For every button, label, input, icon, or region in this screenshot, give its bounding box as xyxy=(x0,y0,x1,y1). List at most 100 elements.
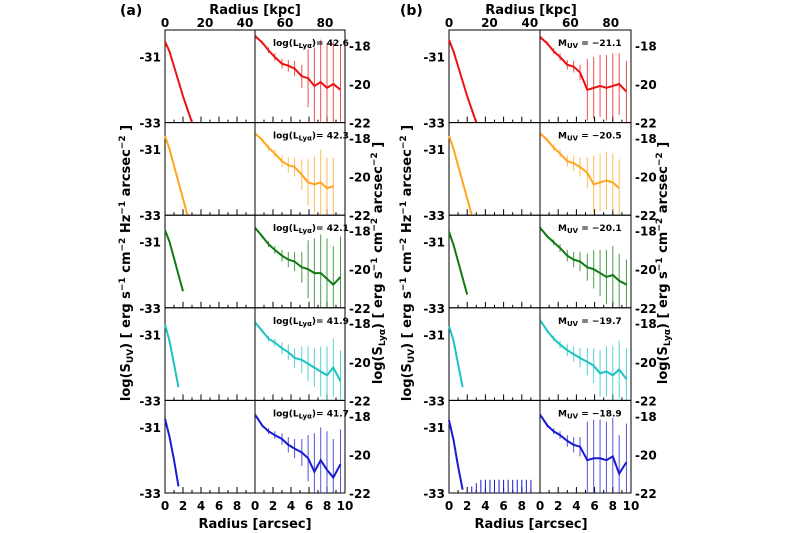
bottom-tick-label: 4 xyxy=(197,499,205,513)
right-axis-label-a: log(SLyα) [ erg s−1 cm−2 arcsec−2 ] xyxy=(370,142,388,384)
uv-y-tick-label: -31 xyxy=(139,143,161,157)
row-label: MUV = −18.9 xyxy=(558,409,622,420)
top-tick-label: 60 xyxy=(562,16,579,30)
lya-profile-line xyxy=(255,415,342,480)
row-label: MUV = −20.5 xyxy=(558,132,622,143)
bottom-tick-label: 6 xyxy=(215,499,223,513)
lya-profile-line xyxy=(540,36,628,93)
uv-y-tick-label: -33 xyxy=(139,117,161,131)
bottom-tick-label: 0 xyxy=(445,499,453,513)
uv-y-tick-label: -33 xyxy=(139,394,161,408)
bottom-tick-label: 8 xyxy=(518,499,526,513)
top-tick-label: 0 xyxy=(161,16,169,30)
lya-y-tick-label: -22 xyxy=(635,302,657,316)
uv-y-tick-label: -31 xyxy=(423,236,445,250)
top-tick-label: 0 xyxy=(445,16,453,30)
lya-y-tick-label: -18 xyxy=(349,132,371,146)
uv-y-tick-label: -31 xyxy=(139,236,161,250)
bottom-axis-label-a: Radius [arcsec] xyxy=(198,517,311,532)
top-tick-label: 20 xyxy=(197,16,214,30)
bottom-tick-label: 4 xyxy=(481,499,489,513)
lya-profile-line xyxy=(255,228,342,287)
bottom-tick-label: 10 xyxy=(623,499,640,513)
uv-y-tick-label: -33 xyxy=(423,209,445,223)
uv-profile-line xyxy=(448,135,473,216)
bottom-tick-label: 8 xyxy=(323,499,331,513)
right-axis-label-b: log(SLyα) [ erg s−1 cm−2 arcsec−2 ] xyxy=(655,142,673,384)
lya-y-tick-label: -18 xyxy=(349,225,371,239)
top-tick-label: 20 xyxy=(481,16,498,30)
uv-profile-line xyxy=(448,231,469,295)
uv-y-tick-label: -31 xyxy=(423,328,445,342)
bottom-axis-label-b: Radius [arcsec] xyxy=(474,517,587,532)
lya-y-tick-label: -20 xyxy=(349,171,371,185)
bottom-tick-label: 2 xyxy=(554,499,562,513)
uv-y-tick-label: -33 xyxy=(139,302,161,316)
row-label: log(LLyα)= 42.3 xyxy=(273,132,349,143)
lya-y-tick-label: -18 xyxy=(635,39,657,53)
bottom-tick-label: 6 xyxy=(499,499,507,513)
uv-profile-line xyxy=(164,229,184,292)
bottom-tick-label: 4 xyxy=(287,499,295,513)
uv-panel-frame xyxy=(448,214,541,309)
uv-y-tick-label: -31 xyxy=(139,50,161,64)
top-axis-label-a: Radius [kpc] xyxy=(209,3,301,18)
lya-profile-line xyxy=(540,133,620,189)
bottom-tick-label: 2 xyxy=(463,499,471,513)
lya-profile-line xyxy=(255,133,334,190)
uv-y-tick-label: -31 xyxy=(423,421,445,435)
bottom-tick-label: 4 xyxy=(572,499,580,513)
uv-profile-line xyxy=(448,39,478,123)
bottom-tick-label: 6 xyxy=(305,499,313,513)
top-tick-label: 80 xyxy=(317,16,334,30)
bottom-tick-label: 2 xyxy=(179,499,187,513)
uv-y-tick-label: -33 xyxy=(423,487,445,501)
uv-y-tick-label: -31 xyxy=(139,328,161,342)
uv-y-tick-label: -33 xyxy=(423,394,445,408)
lya-profile-line xyxy=(540,320,628,380)
lya-y-tick-label: -18 xyxy=(635,410,657,424)
bottom-tick-label: 0 xyxy=(251,499,259,513)
lya-profile-line xyxy=(540,415,628,476)
row-label: MUV = −21.1 xyxy=(558,39,622,50)
lya-y-tick-label: -18 xyxy=(635,132,657,146)
uv-panel-frame xyxy=(448,122,541,216)
lya-profile-line xyxy=(255,36,342,91)
uv-profile-line xyxy=(164,41,193,123)
bottom-tick-label: 6 xyxy=(590,499,598,513)
lya-y-tick-label: -22 xyxy=(349,487,371,501)
uv-panel-frame xyxy=(164,399,256,494)
lya-y-tick-label: -20 xyxy=(349,356,371,370)
uv-panel-frame xyxy=(164,29,256,124)
lya-profile-line xyxy=(540,228,627,286)
uv-panel-frame xyxy=(448,29,541,124)
row-label: log(LLyα)= 41.7 xyxy=(273,409,349,420)
row-label: log(LLyα)= 42.6 xyxy=(273,39,349,50)
row-label: log(LLyα)= 41.9 xyxy=(273,317,349,328)
uv-panel-frame xyxy=(448,399,541,494)
top-tick-label: 80 xyxy=(602,16,619,30)
uv-y-tick-label: -31 xyxy=(423,50,445,64)
lya-y-tick-label: -18 xyxy=(349,39,371,53)
top-tick-label: 40 xyxy=(522,16,539,30)
row-label: MUV = −19.7 xyxy=(558,317,622,328)
lya-y-tick-label: -18 xyxy=(349,317,371,331)
panel-label-a: (a) xyxy=(120,3,142,19)
uv-profile-line xyxy=(448,325,464,388)
lya-y-tick-label: -22 xyxy=(349,117,371,131)
panel-label-b: (b) xyxy=(400,3,423,19)
uv-profile-line xyxy=(164,324,180,388)
lya-profile-line xyxy=(255,322,342,382)
bottom-tick-label: 8 xyxy=(233,499,241,513)
top-tick-label: 40 xyxy=(237,16,254,30)
lya-y-tick-label: -22 xyxy=(349,209,371,223)
lya-y-tick-label: -20 xyxy=(349,448,371,462)
uv-profile-line xyxy=(448,420,464,490)
lya-y-tick-label: -20 xyxy=(635,448,657,462)
lya-y-tick-label: -22 xyxy=(349,394,371,408)
top-axis-label-b: Radius [kpc] xyxy=(485,3,577,18)
lya-y-tick-label: -22 xyxy=(635,117,657,131)
lya-y-tick-label: -22 xyxy=(349,302,371,316)
lya-y-tick-label: -18 xyxy=(635,317,657,331)
